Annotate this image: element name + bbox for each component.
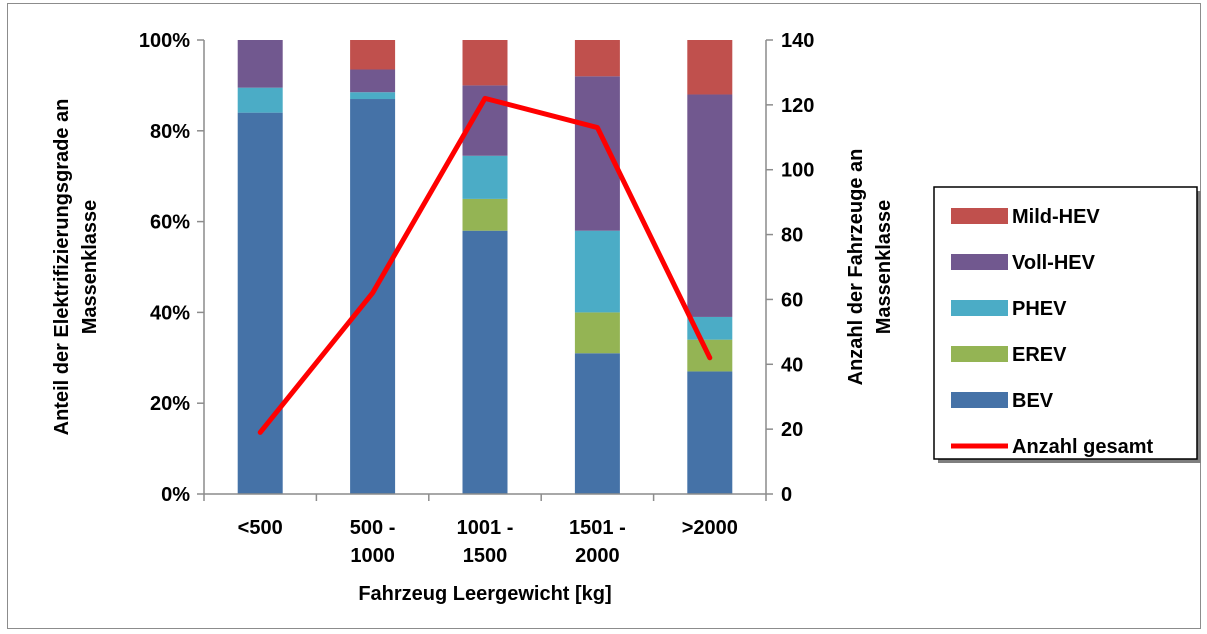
bar-phev-1 <box>350 92 396 100</box>
x-tick-label: 500 -1000 <box>350 517 396 567</box>
y-tick-label: 60% <box>150 212 190 234</box>
bar-erev-2 <box>462 198 508 231</box>
chart-svg: 0% 20% 40% 60% 80% 100% 0 20 40 60 80 100 120 140 <5… <box>51 30 1201 605</box>
bar-phev-2 <box>462 155 508 199</box>
y-tick-labels: 0% 20% 40% 60% 80% 100% <box>139 30 190 506</box>
y-tick-label: 20% <box>150 393 190 415</box>
legend-box <box>933 186 1198 460</box>
line-group <box>257 95 713 435</box>
bar-bev-3 <box>574 353 620 494</box>
y2-tick-label: 20 <box>781 419 803 441</box>
legend-swatch-bev <box>951 392 1008 408</box>
bar-voll-hev-0 <box>237 40 283 88</box>
bar-voll-hev-4 <box>687 94 733 317</box>
y-tick-label: 80% <box>150 121 190 143</box>
bar-bev-4 <box>687 371 733 494</box>
bar-bev-0 <box>237 112 283 494</box>
bar-mild-hev-1 <box>350 40 396 70</box>
bar-mild-hev-2 <box>462 40 508 86</box>
y2-tick-label: 40 <box>781 354 803 376</box>
x-tick-label: 1001 -1500 <box>457 517 514 567</box>
line-anzahl-gesamt <box>257 95 713 435</box>
legend-label-voll-hev: Voll-HEV <box>1012 252 1096 274</box>
y2-tick-label: 120 <box>781 95 814 117</box>
y2-tick-label: 0 <box>781 484 792 506</box>
y-tick-label: 100% <box>139 30 190 52</box>
bar-bev-2 <box>462 230 508 494</box>
x-tick-label: <500 <box>238 517 283 539</box>
bar-phev-3 <box>574 230 620 313</box>
y2-tick-labels: 0 20 40 60 80 100 120 140 <box>781 30 814 506</box>
bar-erev-3 <box>574 312 620 354</box>
legend-swatch-mild-hev <box>951 208 1008 224</box>
bar-phev-0 <box>237 87 283 113</box>
y-axis-title: Anteil der Elektrifizierungsgrade an Mass… <box>51 99 101 436</box>
chart-frame: 0% 20% 40% 60% 80% 100% 0 20 40 60 80 100 120 140 <5… <box>7 3 1201 629</box>
legend-swatch-erev <box>951 346 1008 362</box>
bars-group <box>237 40 733 495</box>
x-tick-label: >2000 <box>682 517 738 539</box>
axes-group <box>197 39 773 501</box>
legend-swatch-voll-hev <box>951 254 1008 270</box>
legend: Mild-HEV Voll-HEV PHEV EREV BEV Anzahl gesamt <box>933 186 1201 463</box>
y2-tick-label: 80 <box>781 225 803 247</box>
y2-tick-label: 100 <box>781 160 814 182</box>
bar-voll-hev-3 <box>574 76 620 231</box>
bar-voll-hev-1 <box>350 69 396 93</box>
legend-label-bev: BEV <box>1012 390 1054 412</box>
x-tick-labels: <500 500 -1000 1001 -1500 1501 -2000 >2000 <box>238 517 738 567</box>
legend-label-phev: PHEV <box>1012 298 1067 320</box>
legend-label-mild-hev: Mild-HEV <box>1012 206 1100 228</box>
y2-tick-label: 60 <box>781 289 803 311</box>
bar-mild-hev-3 <box>574 40 620 77</box>
y-tick-label: 40% <box>150 302 190 324</box>
legend-swatch-phev <box>951 300 1008 316</box>
bar-mild-hev-4 <box>687 40 733 95</box>
x-axis-title: Fahrzeug Leergewicht [kg] <box>358 583 611 605</box>
y2-axis-title: Anzahl der Fahrzeuge an Massenklasse <box>845 149 895 386</box>
x-tick-label: 1501 -2000 <box>569 517 626 567</box>
legend-label-anzahl-gesamt: Anzahl gesamt <box>1012 436 1153 458</box>
y2-tick-label: 140 <box>781 30 814 52</box>
y-tick-label: 0% <box>161 484 190 506</box>
legend-label-erev: EREV <box>1012 344 1067 366</box>
